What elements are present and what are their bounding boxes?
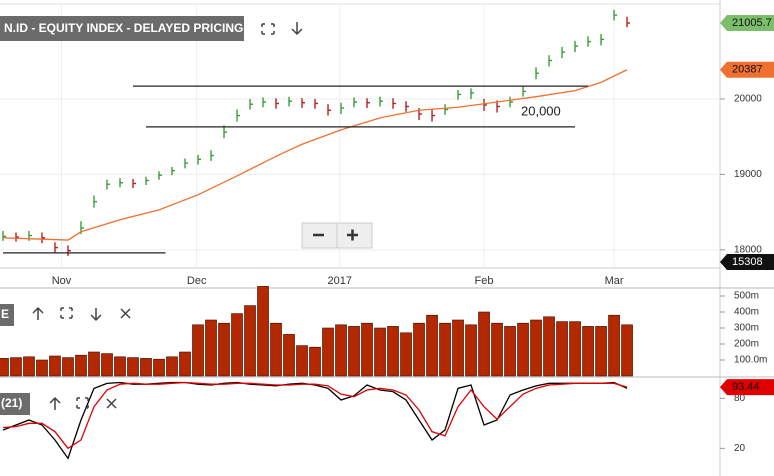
y-tick-label: 300m [734,323,759,334]
x-tick-label: Feb [475,275,494,287]
stoch-title: (21) [1,396,22,410]
volume-bar [257,286,269,377]
volume-bar [556,321,568,377]
volume-bar [101,353,113,377]
volume-bar [309,346,321,377]
value-tag-label: 21005.7 [732,17,772,29]
title-icons[interactable] [261,22,303,36]
volume-bar [582,326,594,377]
y-tick-label: 20 [734,443,746,454]
volume-bar [140,358,152,377]
stoch-icons[interactable] [49,396,117,410]
volume-bar [114,356,126,377]
value-tag-label: 93.44 [732,381,760,393]
volume-bar [270,322,282,377]
x-tick-label: Nov [52,275,72,287]
stoch-title-box [0,393,30,415]
y-tick-label: 200m [734,339,759,350]
volume-bar [335,324,347,377]
volume-bar [413,322,425,377]
volume-bar [10,357,22,377]
volume-bar [439,322,451,377]
volume-title: E [1,307,9,321]
volume-bar [49,355,61,377]
volume-bar [374,327,386,377]
plot-layer: 20,000 [0,5,720,460]
volume-bar [478,311,490,377]
volume-bar [400,332,412,377]
volume-bar [166,356,178,377]
y-tick-label: 100.0m [734,355,767,366]
volume-bar [296,345,308,377]
value-tag [720,15,774,32]
volume-bar [504,326,516,377]
y-tick-label: 400m [734,307,759,318]
volume-icons[interactable] [32,306,131,322]
volume-bar [452,319,464,377]
value-tag-label: 20387 [732,64,763,76]
volume-bar [231,313,243,377]
volume-bar [62,357,74,377]
volume-bar [361,322,373,377]
y-tick-label: 500m [734,291,759,302]
volume-bar [322,327,334,377]
y-tick-label: 20000 [734,94,762,105]
volume-bar [543,316,555,377]
volume-bar [491,322,503,377]
volume-bar [23,356,35,377]
x-tick-label: 2017 [327,275,351,287]
value-tag [720,379,774,396]
volume-title-box [0,304,14,326]
volume-bar [465,324,477,377]
value-tag [720,254,774,270]
moving-average [2,69,628,241]
title-box [0,16,244,41]
volume-bar [192,324,204,377]
volume-bar [595,326,607,377]
y-tick-label: 80 [734,393,746,404]
y-tick-label: 18000 [734,245,762,256]
y-tick-label: 19000 [734,169,762,180]
annotation: 20,000 [521,103,561,118]
volume-bar [75,354,87,377]
volume-bar [36,359,48,377]
volume-bar [569,321,581,377]
value-tag-label: 15308 [732,256,763,268]
value-tag [720,61,774,78]
volume-bar [387,326,399,377]
volume-bar [426,314,438,377]
volume-bar [517,322,529,377]
volume-bar [348,326,360,377]
volume-bar [621,324,633,377]
volume-bar [244,305,256,377]
volume-bar [127,357,139,377]
volume-bar [283,334,295,377]
volume-bar [0,358,9,377]
volume-bar [530,319,542,377]
volume-bar [153,358,165,377]
zoom-control[interactable] [301,222,373,249]
volume-bar [179,351,191,377]
chart-title: N.ID - EQUITY INDEX - DELAYED PRICING [4,21,243,35]
x-tick-label: Mar [605,275,624,287]
stochastic-line [2,381,628,450]
stochastic-line [2,381,628,460]
volume-bar [205,319,217,377]
volume-bar [88,351,100,377]
volume-bar [218,322,230,377]
volume-bar [608,314,620,377]
x-tick-label: Dec [187,275,207,287]
